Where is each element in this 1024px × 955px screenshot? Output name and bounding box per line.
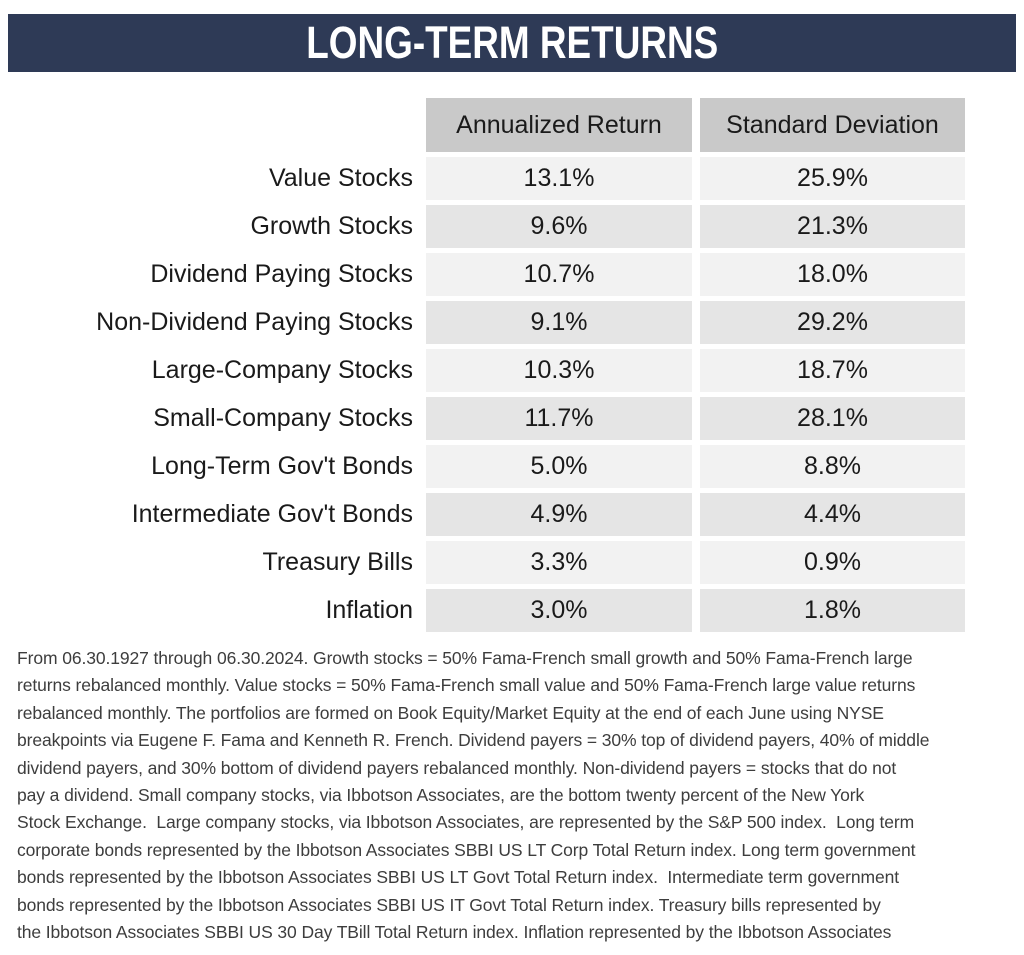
footnote-line: the Ibbotson Associates SBBI US 30 Day T… <box>17 922 892 943</box>
standard-deviation-value: 0.9% <box>700 541 965 584</box>
row-label: Inflation <box>325 596 413 624</box>
annualized-return-value: 3.3% <box>426 541 692 584</box>
standard-deviation-value: 4.4% <box>700 493 965 536</box>
footnote-line: From 06.30.1927 through 06.30.2024. Grow… <box>17 648 913 668</box>
table-row-dividend-paying-stocks: Dividend Paying Stocks 10.7% 18.0% <box>0 253 965 296</box>
annualized-return-value: 5.0% <box>426 445 692 488</box>
header-spacer <box>0 98 426 152</box>
row-label: Growth Stocks <box>250 212 413 240</box>
row-label: Dividend Paying Stocks <box>150 260 413 288</box>
footnote-line: dividend payers, and 30% bottom of divid… <box>17 757 897 778</box>
annualized-return-value: 4.9% <box>426 493 692 536</box>
table-row-intermediate-govt-bonds: Intermediate Gov't Bonds 4.9% 4.4% <box>0 493 965 536</box>
standard-deviation-value: 8.8% <box>700 445 965 488</box>
standard-deviation-value: 21.3% <box>700 205 965 248</box>
annualized-return-value: 9.1% <box>426 301 692 344</box>
row-label: Non-Dividend Paying Stocks <box>96 308 413 336</box>
table-row-inflation: Inflation 3.0% 1.8% <box>0 589 965 632</box>
footnote: From 06.30.1927 through 06.30.2024. Grow… <box>17 645 1014 946</box>
page-title: LONG-TERM RETURNS <box>305 17 719 68</box>
column-header-annualized-return: Annualized Return <box>426 98 692 152</box>
annualized-return-value: 9.6% <box>426 205 692 248</box>
row-label: Large-Company Stocks <box>151 356 413 384</box>
table-row-value-stocks: Value Stocks 13.1% 25.9% <box>0 157 965 200</box>
standard-deviation-value: 18.0% <box>700 253 965 296</box>
annualized-return-value: 10.3% <box>426 349 692 392</box>
annualized-return-value: 13.1% <box>426 157 692 200</box>
table-row-treasury-bills: Treasury Bills 3.3% 0.9% <box>0 541 965 584</box>
footnote-line: corporate bonds represented by the Ibbot… <box>17 839 916 860</box>
table-row-long-term-govt-bonds: Long-Term Gov't Bonds 5.0% 8.8% <box>0 445 965 488</box>
standard-deviation-value: 28.1% <box>700 397 965 440</box>
standard-deviation-value: 1.8% <box>700 589 965 632</box>
annualized-return-value: 11.7% <box>426 397 692 440</box>
row-label: Long-Term Gov't Bonds <box>151 452 413 480</box>
footnote-line: rebalanced monthly. The portfolios are f… <box>17 702 884 723</box>
footnote-line: Stock Exchange. Large company stocks, vi… <box>17 812 915 833</box>
footnote-line: returns rebalanced monthly. Value stocks… <box>17 675 916 696</box>
standard-deviation-value: 25.9% <box>700 157 965 200</box>
standard-deviation-value: 29.2% <box>700 301 965 344</box>
standard-deviation-value: 18.7% <box>700 349 965 392</box>
footnote-line: bonds represented by the Ibbotson Associ… <box>17 867 899 888</box>
table-row-small-company-stocks: Small-Company Stocks 11.7% 28.1% <box>0 397 965 440</box>
table-row-non-dividend-paying-stocks: Non-Dividend Paying Stocks 9.1% 29.2% <box>0 301 965 344</box>
footnote-line: breakpoints via Eugene F. Fama and Kenne… <box>17 730 930 751</box>
footnote-line: pay a dividend. Small company stocks, vi… <box>17 785 865 806</box>
annualized-return-value: 3.0% <box>426 589 692 632</box>
table-row-growth-stocks: Growth Stocks 9.6% 21.3% <box>0 205 965 248</box>
table-row-large-company-stocks: Large-Company Stocks 10.3% 18.7% <box>0 349 965 392</box>
column-header-standard-deviation: Standard Deviation <box>700 98 965 152</box>
title-banner: LONG-TERM RETURNS <box>8 14 1016 72</box>
row-label: Value Stocks <box>268 164 413 192</box>
row-label: Treasury Bills <box>262 548 414 576</box>
footnote-line: bonds represented by the Ibbotson Associ… <box>17 894 881 915</box>
annualized-return-value: 10.7% <box>426 253 692 296</box>
table-header-row: Annualized Return Standard Deviation <box>0 98 965 152</box>
row-label: Small-Company Stocks <box>153 404 413 432</box>
returns-table: Annualized Return Standard Deviation Val… <box>0 98 965 637</box>
row-label: Intermediate Gov't Bonds <box>131 500 413 528</box>
